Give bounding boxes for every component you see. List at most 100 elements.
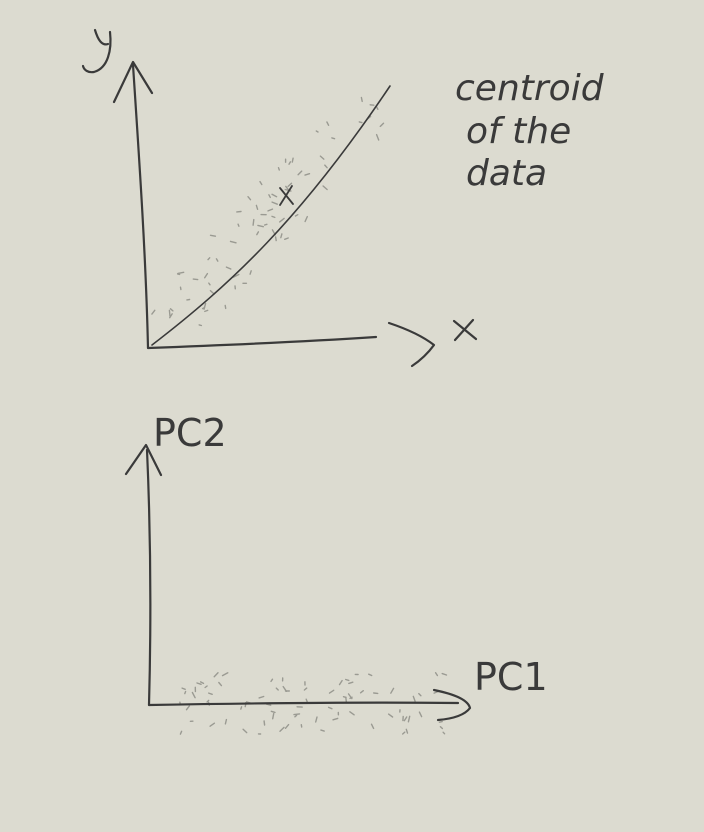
scatter-point [169, 308, 174, 312]
scatter-point [279, 726, 285, 732]
pc2-axis [145, 448, 152, 707]
scatter-point [370, 723, 375, 730]
scatter-point [207, 257, 211, 261]
scatter-point [315, 130, 319, 133]
scatter-point [232, 273, 240, 278]
scatter-point [287, 182, 293, 188]
scatter-point [387, 713, 394, 718]
scatter-point [438, 720, 443, 723]
scatter-point [184, 690, 187, 695]
scatter-point [207, 692, 213, 695]
scatter-point [168, 313, 173, 319]
scatter-point [177, 271, 185, 275]
scatter-point [267, 208, 274, 212]
scatter-point [303, 687, 308, 691]
scatter-point [293, 713, 301, 716]
scatter-point [418, 692, 422, 697]
scatter-point [270, 710, 276, 714]
scatter-point [328, 689, 335, 694]
scatter-point [206, 699, 210, 703]
scatter-point [441, 672, 448, 676]
scatter-point [257, 224, 264, 228]
top-y-axis-arrowhead [112, 60, 154, 104]
scatter-point [224, 718, 228, 725]
scatter-point [332, 717, 339, 721]
scatter-point [294, 213, 299, 217]
scatter-point [288, 161, 292, 165]
top-plot: y x centroid of the data [81, 28, 605, 368]
scatter-point [204, 309, 209, 313]
scatter-point [375, 133, 380, 141]
scatter-point [181, 687, 186, 690]
principal-direction-line [151, 85, 391, 346]
scatter-point [272, 712, 275, 720]
scatter-point [315, 716, 318, 723]
scatter-point [209, 234, 217, 237]
scatter-point [151, 309, 156, 315]
scatter-point [379, 122, 385, 128]
scatter-point [203, 302, 207, 310]
scatter-point [255, 204, 259, 211]
scatter-point [279, 217, 285, 223]
annotation-line-1: centroid [455, 68, 605, 109]
scatter-point [168, 309, 171, 317]
centroid-marker [279, 185, 294, 206]
top-y-axis [131, 63, 150, 350]
scatter-point [324, 164, 328, 169]
scatter-point [434, 672, 439, 677]
scatter-point [297, 170, 303, 176]
scatter-point [322, 185, 328, 191]
scatter-point [349, 711, 355, 716]
scatter-point [270, 678, 274, 683]
pc1-axis [147, 701, 460, 707]
annotation-line-3: data [466, 153, 547, 194]
scatter-point [284, 237, 289, 241]
scatter-point [225, 266, 232, 270]
scatter-point [263, 223, 268, 226]
scatter-point [305, 698, 308, 703]
scatter-point [338, 679, 343, 686]
top-x-axis [146, 335, 378, 350]
scatter-point [229, 240, 237, 244]
scatter-point [418, 711, 423, 718]
scatter-point [268, 194, 271, 199]
bottom-plot: PC2 PC1 [124, 411, 548, 735]
scatter-point [208, 282, 211, 286]
scatter-point [412, 695, 416, 702]
scatter-point [256, 231, 260, 236]
scatter-point [176, 273, 181, 276]
scatter-point [439, 726, 444, 730]
scatter-point [326, 121, 330, 127]
scatter-point [196, 682, 202, 685]
pc1-label: PC1 [474, 655, 548, 699]
scatter-point [252, 218, 255, 226]
pc2-label: PC2 [153, 411, 227, 455]
scatter-point [204, 685, 208, 689]
scatter-point [360, 96, 363, 103]
scatter-point [213, 672, 219, 678]
top-x-label-glyph [452, 318, 478, 342]
scatter-point [185, 705, 191, 711]
scatter-point [249, 270, 252, 275]
annotation-line-2: of the [466, 111, 571, 152]
scatter-point [240, 706, 243, 710]
scatter-point [259, 180, 263, 186]
scatter-point [327, 706, 333, 710]
scatter-point [271, 201, 278, 205]
scatter-point [442, 731, 446, 735]
scatter-point [348, 681, 354, 685]
scatter-point [284, 723, 290, 729]
scatter-point [359, 690, 364, 694]
scatter-point [221, 672, 229, 677]
scatter-point [304, 172, 311, 176]
pc1-axis-arrowhead [432, 688, 472, 722]
scatter-point [191, 691, 196, 699]
scatter-point [247, 195, 252, 201]
scatter-point [275, 687, 279, 691]
scatter-point [242, 728, 248, 734]
scatter-point [282, 685, 288, 692]
scatter-point [319, 155, 325, 160]
scatter-point [198, 324, 203, 327]
scatter-point [291, 157, 294, 163]
